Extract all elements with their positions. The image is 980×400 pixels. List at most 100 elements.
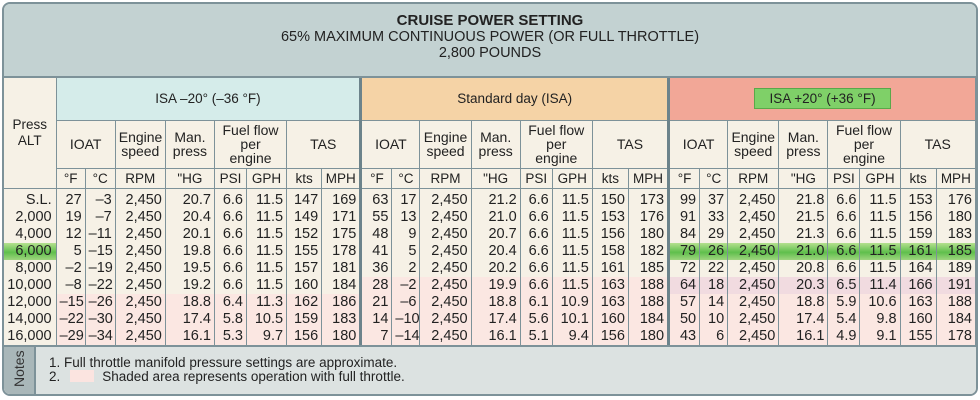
data-cell: 63 (360, 188, 393, 209)
data-cell: 183 (936, 225, 976, 243)
column-header: IOAT (56, 120, 116, 169)
data-cell: 11.5 (246, 208, 288, 226)
unit-header: kts (286, 168, 323, 189)
data-cell: 17.4 (165, 310, 215, 328)
column-header: Engine speed (115, 120, 166, 169)
data-cell: 11.5 (859, 225, 901, 243)
unit-header: PSI (214, 168, 248, 189)
data-cell: 48 (360, 225, 393, 243)
press-alt-cell: 14,000 (4, 310, 57, 328)
data-cell: 2,450 (115, 188, 166, 209)
data-cell: –29 (56, 327, 86, 345)
data-cell: 19.5 (165, 259, 215, 277)
data-cell: 158 (592, 242, 629, 260)
data-cell: 159 (900, 225, 937, 243)
table-row: 16,000 –29 –34 2,450 16.1 5.3 9.7 156 180 7 –14 2,4… (4, 327, 976, 345)
data-cell: 156 (286, 327, 323, 345)
press-alt-cell: 16,000 (4, 327, 57, 345)
data-cell: 21.3 (778, 225, 829, 243)
data-cell: 2,450 (115, 310, 166, 328)
data-cell: 64 (668, 276, 701, 294)
data-cell: 160 (900, 310, 937, 328)
press-alt-cell: 6,000 (4, 242, 57, 260)
data-cell: 175 (321, 225, 363, 243)
data-cell: 2,450 (419, 276, 472, 294)
data-cell: 9.1 (859, 327, 901, 345)
notes-section: Notes 1. Full throttle manifold pressure… (4, 345, 976, 394)
data-cell: 99 (668, 188, 701, 209)
data-cell: 41 (360, 242, 393, 260)
data-cell: 149 (286, 208, 323, 226)
data-cell: 186 (321, 293, 363, 311)
data-cell: 180 (321, 327, 363, 345)
data-cell: 163 (592, 276, 629, 294)
unit-header: MPH (628, 168, 671, 189)
unit-header: GPH (246, 168, 288, 189)
data-cell: 189 (936, 259, 976, 277)
data-cell: 6.6 (214, 276, 248, 294)
column-header: IOAT (360, 120, 421, 169)
data-cell: 6.6 (520, 276, 553, 294)
data-cell: 2,450 (727, 259, 780, 277)
unit-header: PSI (520, 168, 553, 189)
column-header: Man. press (471, 120, 521, 169)
group-header-row: Press ALT ISA –20° (–36 °F) Standard day (… (4, 78, 976, 189)
data-cell: –15 (56, 293, 86, 311)
column-header: Fuel flow per engine (214, 120, 288, 169)
data-cell: –6 (391, 293, 421, 311)
data-cell: 22 (699, 259, 729, 277)
data-cell: 6.6 (827, 188, 861, 209)
data-cell: 17.4 (778, 310, 829, 328)
data-cell: 19.8 (165, 242, 215, 260)
data-cell: 11.5 (246, 225, 288, 243)
table-row: 10,000 –8 –22 2,450 19.2 6.6 11.5 160 184 28 –2 2,4… (4, 276, 976, 294)
data-cell: –8 (56, 276, 86, 294)
data-cell: 160 (592, 310, 629, 328)
data-cell: 188 (628, 293, 671, 311)
note-2-number: 2. (49, 369, 61, 384)
data-cell: 152 (286, 225, 323, 243)
data-cell: 18.8 (778, 293, 829, 311)
data-cell: 16.1 (471, 327, 521, 345)
press-alt-cell: 12,000 (4, 293, 57, 311)
table-row: 4,000 12 –11 2,450 20.1 6.6 11.5 152 175 48 9 2,450… (4, 225, 976, 243)
data-cell: 21.0 (778, 242, 829, 260)
group-header-label: ISA –20° (–36 °F) (155, 91, 261, 107)
notes-label: Notes (11, 350, 27, 387)
data-cell: 10 (699, 310, 729, 328)
data-cell: 182 (628, 242, 671, 260)
unit-header: PSI (827, 168, 861, 189)
column-header-row: IOAT Engine speed Man. press Fuel flow per … (4, 120, 976, 169)
unit-header: kts (592, 168, 629, 189)
data-cell: 11.5 (552, 208, 593, 226)
data-cell: 19 (56, 208, 86, 226)
data-cell: 11.5 (552, 276, 593, 294)
data-cell: 6.4 (214, 293, 248, 311)
data-cell: 6.6 (827, 242, 861, 260)
unit-header-row: °F °C RPM "HG PSI GPH kts MPH °F °C RPM "HG PSI GPH kt… (4, 168, 976, 189)
data-cell: –2 (56, 259, 86, 277)
data-cell: 21.8 (778, 188, 829, 209)
unit-header: "HG (778, 168, 829, 189)
group-header: Standard day (ISA) (360, 78, 671, 121)
data-cell: 14 (699, 293, 729, 311)
data-cell: 36 (360, 259, 393, 277)
data-cell: 6.6 (520, 259, 553, 277)
data-cell: 176 (936, 188, 976, 209)
unit-header: °F (360, 168, 393, 189)
unit-header: MPH (936, 168, 976, 189)
notes-list: 1. Full throttle manifold pressure setti… (49, 356, 405, 384)
data-cell: 166 (900, 276, 937, 294)
press-alt-header: Press ALT (4, 78, 57, 189)
data-cell: 20.4 (165, 208, 215, 226)
data-cell: –15 (85, 242, 116, 260)
shade-swatch (70, 370, 95, 382)
data-cell: 185 (936, 242, 976, 260)
data-cell: 2,450 (727, 310, 780, 328)
data-cell: 14 (360, 310, 393, 328)
data-cell: 5.3 (214, 327, 248, 345)
data-cell: 6.1 (520, 293, 553, 311)
data-cell: 180 (628, 225, 671, 243)
unit-header: MPH (321, 168, 363, 189)
data-cell: 2,450 (115, 225, 166, 243)
